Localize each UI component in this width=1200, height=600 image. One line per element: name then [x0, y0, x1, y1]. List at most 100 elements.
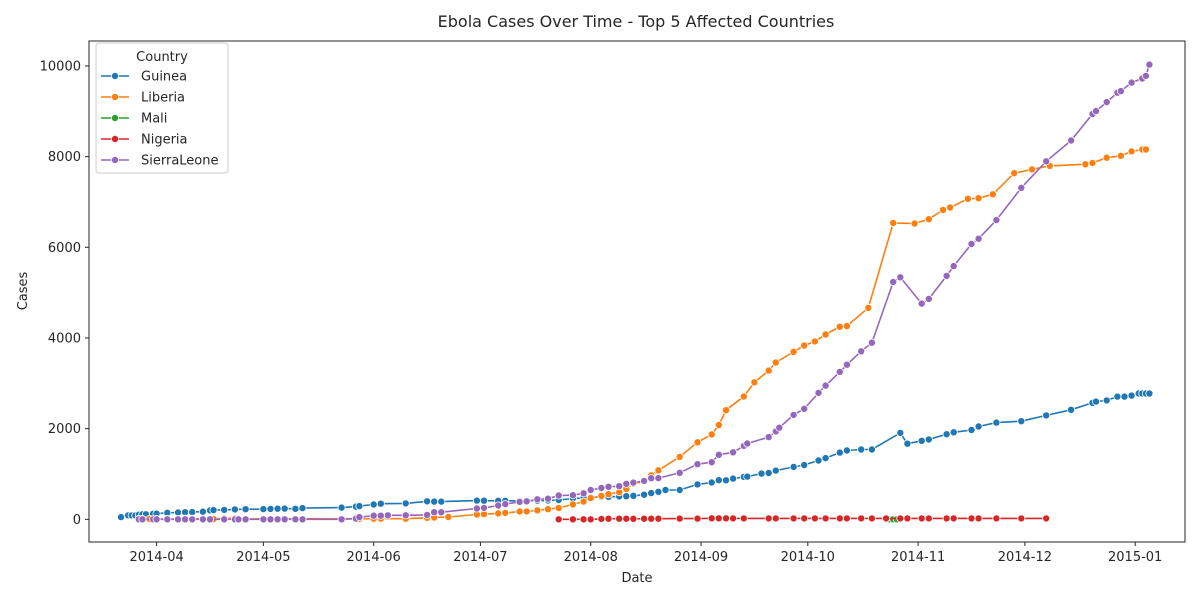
data-point-sierraleone — [1127, 78, 1136, 87]
data-point-guinea — [401, 499, 410, 508]
data-point-sierraleone — [974, 234, 983, 243]
data-point-sierraleone — [273, 515, 282, 524]
data-point-liberia — [1081, 160, 1090, 169]
data-point-liberia — [515, 507, 524, 516]
data-point-guinea — [430, 497, 439, 506]
data-point-sierraleone — [423, 510, 432, 519]
data-point-sierraleone — [579, 489, 588, 498]
data-point-sierraleone — [337, 515, 346, 524]
legend-item-guinea: Guinea — [101, 70, 187, 85]
data-point-sierraleone — [1145, 60, 1154, 69]
data-point-sierraleone — [298, 515, 307, 524]
data-point-nigeria — [942, 514, 951, 523]
data-point-sierraleone — [152, 515, 161, 524]
data-point-sierraleone — [241, 515, 250, 524]
data-point-nigeria — [810, 514, 819, 523]
data-point-sierraleone — [992, 216, 1001, 225]
data-point-sierraleone — [714, 450, 723, 459]
data-point-nigeria — [924, 514, 933, 523]
data-point-guinea — [896, 428, 905, 437]
data-point-guinea — [117, 513, 126, 522]
data-point-guinea — [1017, 417, 1026, 426]
data-point-nigeria — [597, 514, 606, 523]
data-point-sierraleone — [597, 483, 606, 492]
data-point-liberia — [714, 420, 723, 429]
data-point-guinea — [230, 505, 239, 514]
x-tick-label: 2015-01 — [1108, 550, 1162, 565]
data-point-guinea — [423, 497, 432, 506]
data-point-sierraleone — [173, 515, 182, 524]
data-point-sierraleone — [163, 515, 172, 524]
data-point-guinea — [209, 506, 218, 515]
data-point-sierraleone — [604, 482, 613, 491]
data-point-sierraleone — [479, 503, 488, 512]
x-tick-label: 2014-07 — [453, 550, 507, 565]
data-point-nigeria — [789, 514, 798, 523]
data-point-liberia — [889, 218, 898, 227]
data-point-guinea — [835, 448, 844, 457]
data-point-nigeria — [1042, 514, 1051, 523]
data-point-sierraleone — [629, 478, 638, 487]
legend-label-guinea: Guinea — [141, 70, 187, 85]
data-point-liberia — [707, 430, 716, 439]
data-point-nigeria — [800, 514, 809, 523]
data-point-sierraleone — [1092, 107, 1101, 116]
data-point-sierraleone — [259, 515, 268, 524]
data-point-guinea — [622, 492, 631, 501]
data-point-liberia — [1088, 158, 1097, 167]
data-point-liberia — [675, 452, 684, 461]
legend-marker-guinea — [111, 72, 120, 81]
x-tick-label: 2014-12 — [998, 550, 1052, 565]
plot-area — [88, 40, 1186, 543]
data-point-sierraleone — [533, 495, 542, 504]
data-point-sierraleone — [1042, 157, 1051, 166]
data-point-sierraleone — [401, 511, 410, 520]
data-point-sierraleone — [942, 271, 951, 280]
data-point-sierraleone — [764, 433, 773, 442]
data-point-guinea — [821, 454, 830, 463]
data-point-sierraleone — [729, 448, 738, 457]
series-layer — [117, 60, 1154, 524]
data-point-guinea — [707, 478, 716, 487]
legend-label-nigeria: Nigeria — [141, 133, 188, 148]
data-point-sierraleone — [234, 515, 243, 524]
data-point-guinea — [942, 430, 951, 439]
x-tick-label: 2014-05 — [236, 550, 290, 565]
data-point-guinea — [629, 491, 638, 500]
data-point-sierraleone — [654, 474, 663, 483]
data-point-sierraleone — [615, 482, 624, 491]
data-point-guinea — [917, 436, 926, 445]
data-point-guinea — [974, 422, 983, 431]
data-point-nigeria — [974, 514, 983, 523]
data-point-nigeria — [707, 514, 716, 523]
data-point-nigeria — [586, 515, 595, 524]
legend-label-mali: Mali — [141, 112, 167, 127]
data-point-liberia — [1028, 165, 1037, 174]
data-point-guinea — [369, 500, 378, 509]
data-point-sierraleone — [205, 515, 214, 524]
data-point-nigeria — [714, 514, 723, 523]
data-point-liberia — [810, 337, 819, 346]
data-point-liberia — [1102, 153, 1111, 162]
data-point-sierraleone — [821, 381, 830, 390]
data-point-nigeria — [992, 514, 1001, 523]
data-point-liberia — [963, 194, 972, 203]
data-point-sierraleone — [622, 479, 631, 488]
data-point-sierraleone — [181, 515, 190, 524]
data-point-sierraleone — [544, 494, 553, 503]
data-point-sierraleone — [376, 511, 385, 520]
data-point-guinea — [949, 428, 958, 437]
series-sierraleone — [134, 60, 1154, 524]
legend-marker-sierraleone — [111, 155, 120, 164]
legend-marker-mali — [111, 114, 120, 123]
legend-item-sierraleone: SierraLeone — [101, 154, 219, 169]
data-point-liberia — [693, 438, 702, 447]
data-point-sierraleone — [1116, 87, 1125, 96]
data-point-nigeria — [842, 514, 851, 523]
data-point-nigeria — [835, 514, 844, 523]
data-point-nigeria — [729, 514, 738, 523]
data-point-sierraleone — [437, 508, 446, 517]
data-point-guinea — [1102, 396, 1111, 405]
data-point-liberia — [722, 406, 731, 415]
data-point-sierraleone — [369, 511, 378, 520]
